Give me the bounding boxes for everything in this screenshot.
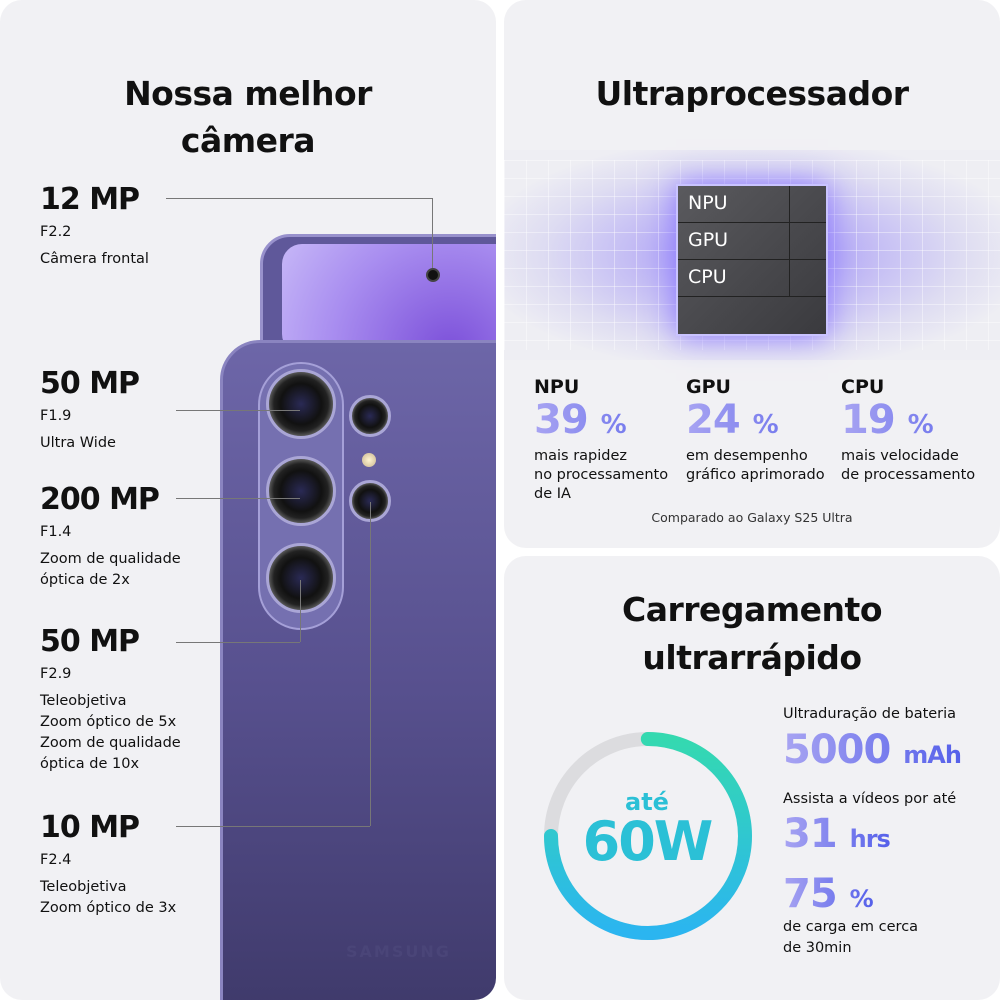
lens-tele-3x [266,543,336,613]
battery-label: Ultraduração de bateria [783,706,957,722]
spec-main: 200 MP F1.4 Zoom de qualidade óptica de 2x [40,482,181,588]
lens-ultrawide [266,369,336,439]
charge-desc-2: de 30min [783,940,852,956]
spec-tele-5x: 50 MP F2.9 Teleobjetiva Zoom óptico de 5x … [40,624,181,772]
ring-prefix: até [625,788,669,816]
stat-gpu: GPU 24 % em desempenho gráfico aprimorado [686,376,846,485]
video-label: Assista a vídeos por até [783,791,957,807]
spec-front: 12 MP F2.2 Câmera frontal [40,182,149,267]
stat-npu: NPU 39 % mais rapidez no processamento de … [534,376,694,504]
video-value: 31 hrs [783,812,890,861]
stat-cpu: CPU 19 % mais velocidade de processamento [841,376,1000,485]
battery-value: 5000 mAh [783,728,961,777]
charging-title-line1: Carregamento [621,590,883,629]
ring-value: 60W [582,810,714,873]
processor-panel: Ultraprocessador NPU GPU CPU NPU 39 % ma… [504,0,1000,548]
flash [362,453,376,467]
charge-desc-1: de carga em cerca [783,919,919,935]
camera-title-line1: Nossa melhor [124,74,372,113]
comparison-note: Comparado ao Galaxy S25 Ultra [651,510,853,525]
phone-screen [282,244,496,354]
processor-title: Ultraprocessador [595,74,909,113]
ring-fill [544,732,752,940]
lens-tele-5x [349,395,391,437]
lens-main [266,456,336,526]
front-camera [426,268,440,282]
brand-logo: SAMSUNG [346,942,451,961]
spec-ultrawide: 50 MP F1.9 Ultra Wide [40,366,140,451]
charging-ring [544,732,752,940]
spec-tele-3x: 10 MP F2.4 Teleobjetiva Zoom óptico de 3x [40,810,177,916]
camera-panel: Nossa melhor câmera SAMSUNG 12 MP F2.2 Câ… [0,0,496,1000]
chip-graphic: NPU GPU CPU [676,184,828,336]
charging-title-line2: ultrarrápido [642,638,862,677]
camera-title-line2: câmera [180,121,316,160]
charge-value: 75 % [783,872,873,921]
charging-panel: Carregamento ultrarrápido até 60W Ultrad… [504,556,1000,1000]
